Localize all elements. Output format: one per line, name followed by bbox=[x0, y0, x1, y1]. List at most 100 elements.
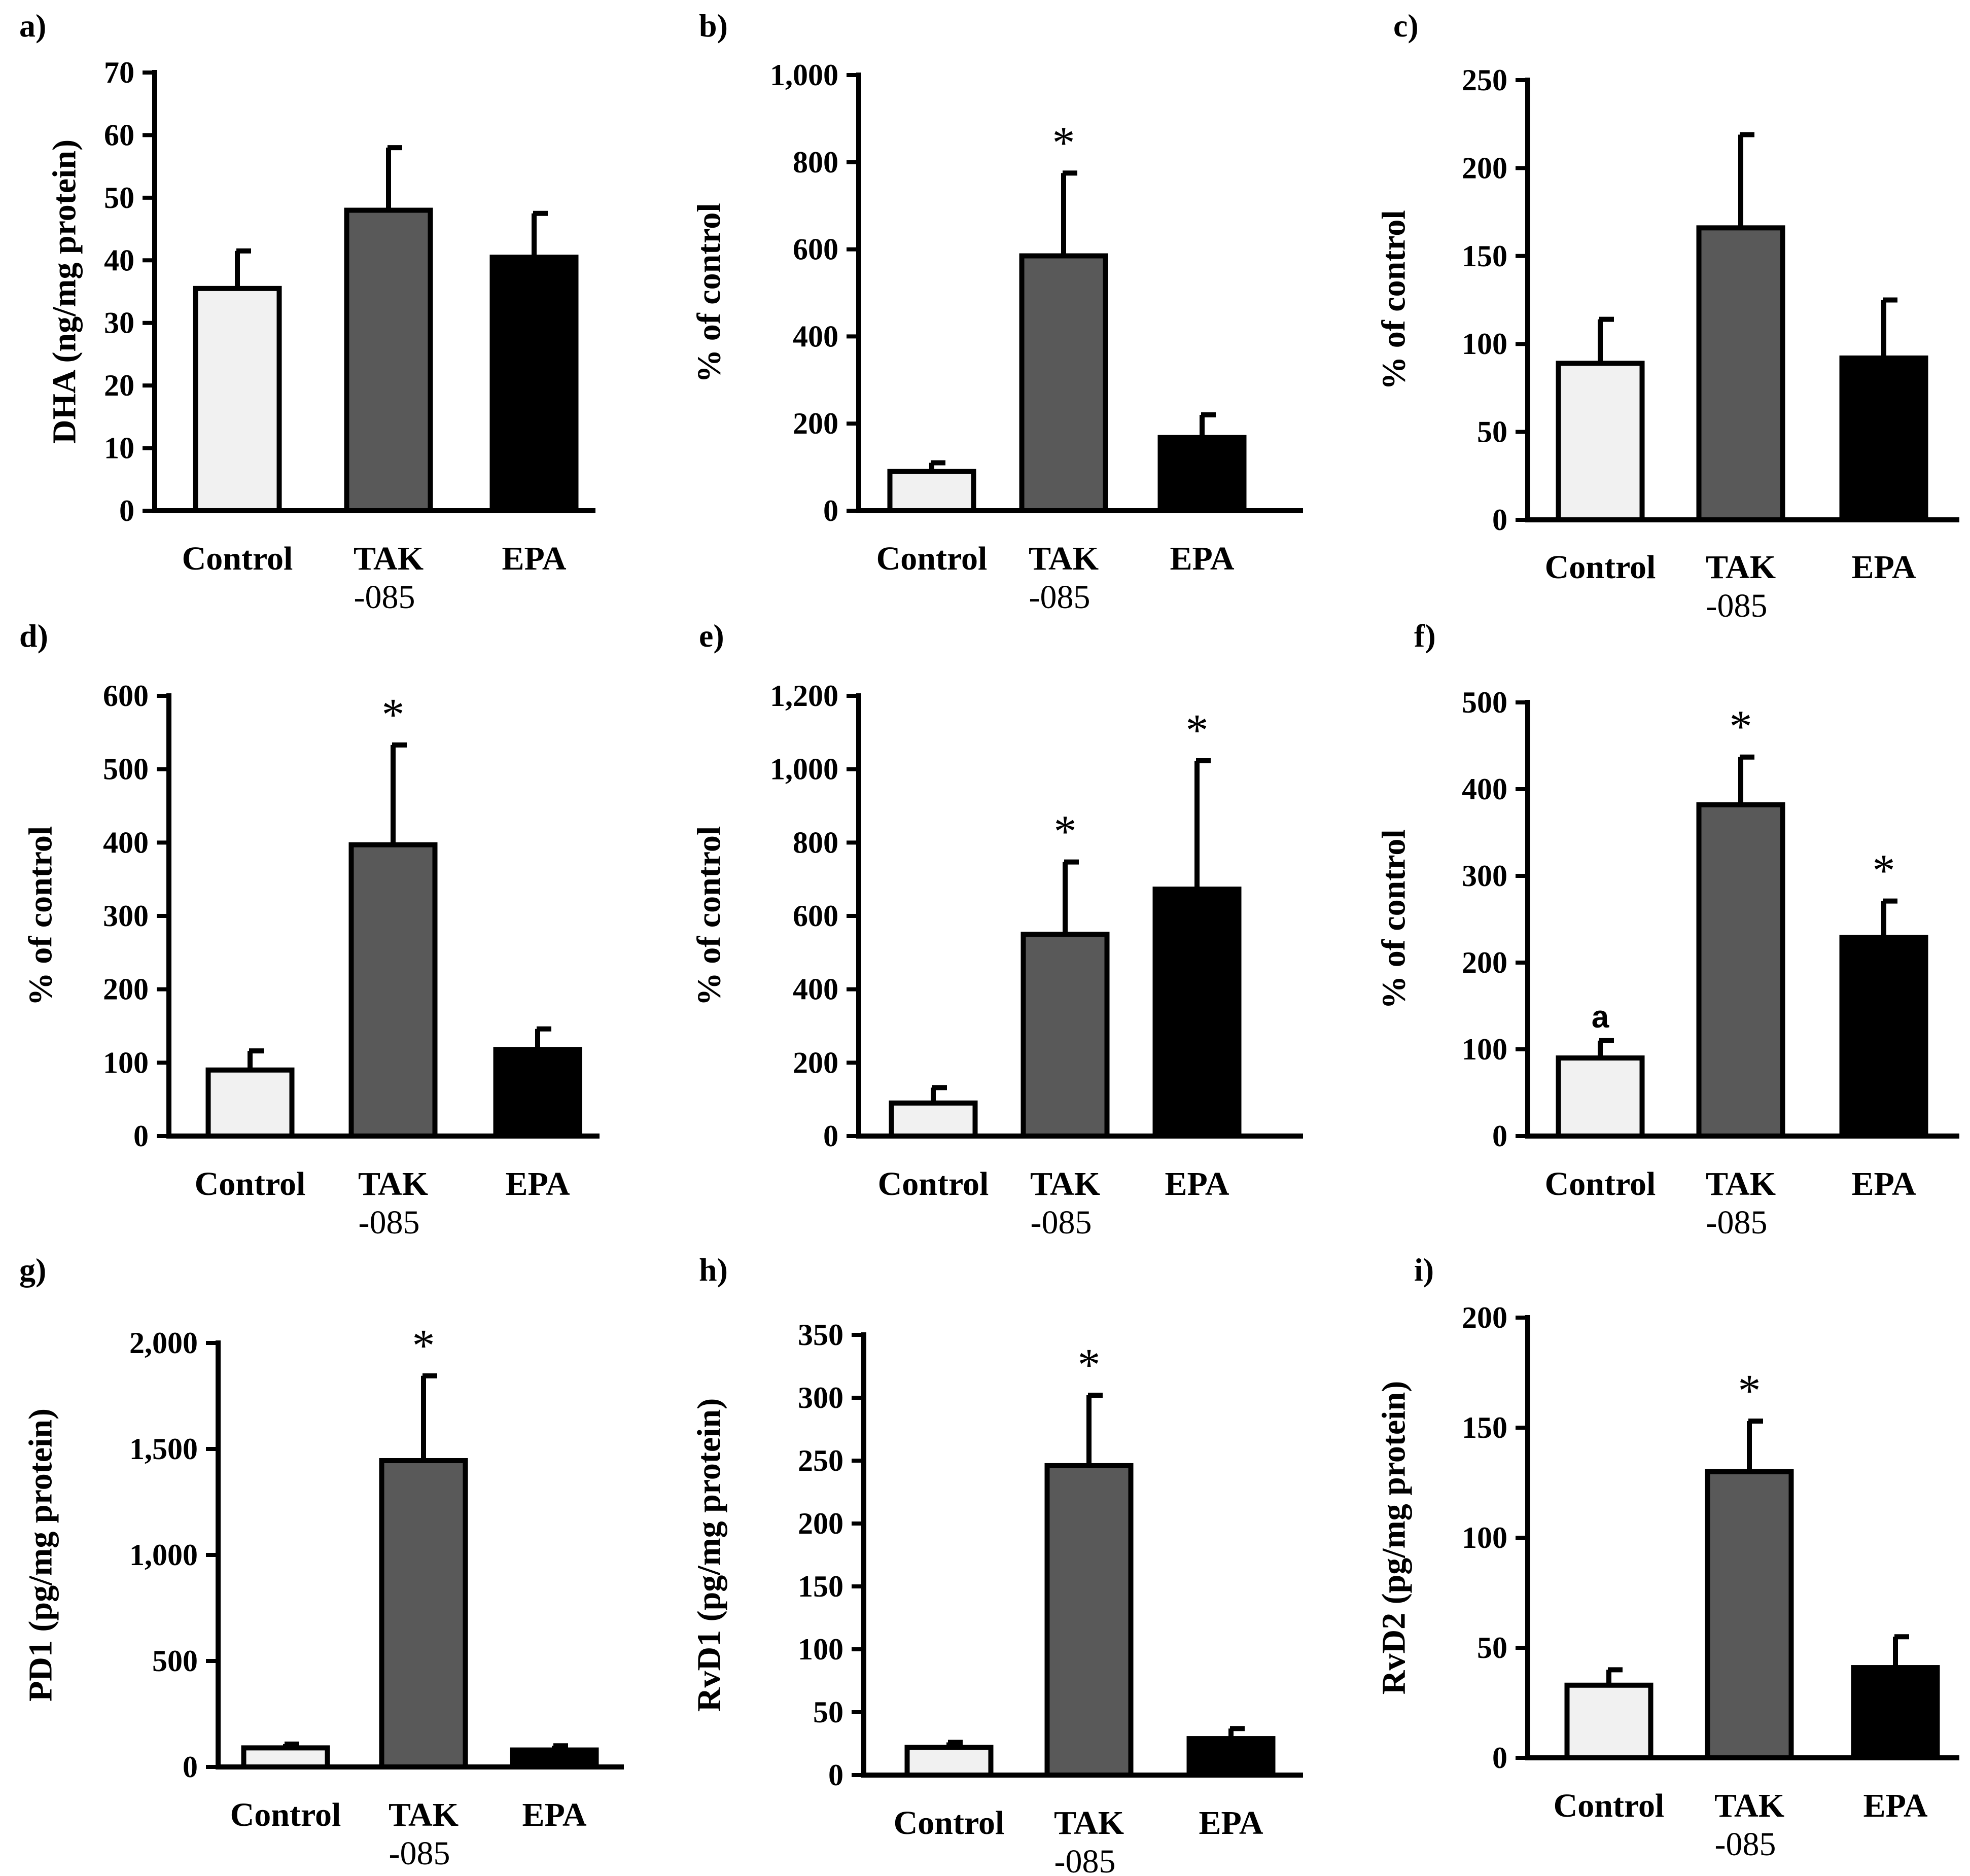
y-tick-label: 70 bbox=[104, 56, 134, 89]
chart-panel-c: c) % of control Control TAK-085 EPA 0 50 100 150… bbox=[1376, 8, 1959, 624]
bar-epa bbox=[493, 1047, 582, 1139]
x-tick-sublabel-tak: -085 bbox=[1706, 1204, 1768, 1241]
panel-label: g) bbox=[19, 1252, 46, 1288]
y-tick-label: 400 bbox=[1462, 772, 1507, 806]
bar-epa bbox=[1839, 935, 1928, 1139]
bar-tak bbox=[1044, 1463, 1134, 1778]
significance-asterisk: * bbox=[1730, 702, 1752, 752]
bar-tak bbox=[379, 1458, 468, 1769]
y-tick-label: 50 bbox=[813, 1695, 843, 1729]
bar-control bbox=[904, 1745, 994, 1778]
bar-control bbox=[1564, 1682, 1654, 1761]
x-tick-label-tak: TAK bbox=[1706, 1165, 1776, 1202]
y-tick-label: 0 bbox=[133, 1119, 149, 1153]
significance-asterisk: * bbox=[1186, 705, 1209, 756]
y-tick-label: 400 bbox=[103, 826, 149, 859]
x-tick-label-control: Control bbox=[894, 1804, 1005, 1842]
significance-letter: a bbox=[1592, 1000, 1609, 1035]
x-tick-label-tak: TAK bbox=[358, 1165, 428, 1202]
y-tick-label: 1,000 bbox=[770, 58, 838, 92]
y-axis-title: % of control bbox=[1376, 829, 1413, 1009]
panel-label: f) bbox=[1414, 618, 1436, 654]
y-tick-label: 200 bbox=[1462, 946, 1507, 979]
chart-panel-a: a) DHA (ng/mg protein) Control TAK-085 EPA 0 1… bbox=[19, 8, 595, 616]
panel-label: a) bbox=[19, 8, 46, 44]
y-axis-title: PD1 (pg/mg protein) bbox=[22, 1408, 59, 1702]
x-tick-label-tak: TAK bbox=[389, 1796, 459, 1833]
x-tick-sublabel-tak: -085 bbox=[1054, 1843, 1116, 1876]
y-tick-label: 20 bbox=[104, 369, 134, 402]
y-tick-label: 0 bbox=[119, 494, 134, 527]
y-tick-label: 0 bbox=[183, 1750, 198, 1784]
chart-panel-e: e) % of control Control * TAK-085 * EPA 0 200 400… bbox=[691, 618, 1303, 1241]
bar-control bbox=[889, 1100, 978, 1139]
y-tick-label: 0 bbox=[1492, 503, 1507, 537]
x-tick-label-control: Control bbox=[1554, 1787, 1665, 1824]
x-tick-label-tak: TAK bbox=[1030, 1165, 1100, 1202]
x-tick-label-control: Control bbox=[195, 1165, 306, 1202]
x-tick-label-tak: TAK bbox=[1029, 540, 1099, 577]
significance-asterisk: * bbox=[1738, 1366, 1761, 1416]
x-tick-label-control: Control bbox=[182, 540, 293, 577]
y-tick-label: 300 bbox=[103, 899, 149, 933]
y-tick-label: 400 bbox=[793, 973, 838, 1006]
chart-panel-b: b) % of control Control * TAK-085 EPA 0 200 400 6… bbox=[691, 8, 1303, 616]
y-tick-label: 200 bbox=[793, 1046, 838, 1079]
x-tick-label-epa: EPA bbox=[505, 1165, 570, 1202]
y-tick-label: 0 bbox=[828, 1758, 843, 1792]
bar-epa bbox=[1839, 355, 1928, 522]
x-tick-label-tak: TAK bbox=[1054, 1804, 1124, 1842]
bar-tak bbox=[348, 842, 438, 1139]
x-tick-sublabel-tak: -085 bbox=[1031, 1204, 1092, 1241]
x-tick-label-tak: TAK bbox=[1714, 1787, 1784, 1824]
bar-epa bbox=[510, 1747, 599, 1770]
panel-label: b) bbox=[699, 8, 728, 44]
y-tick-label: 600 bbox=[793, 233, 838, 266]
bar-control bbox=[205, 1067, 295, 1139]
y-tick-label: 150 bbox=[798, 1570, 843, 1603]
x-tick-label-epa: EPA bbox=[1851, 1165, 1916, 1202]
y-tick-label: 200 bbox=[1462, 151, 1507, 185]
y-axis-title: % of control bbox=[691, 826, 728, 1006]
y-tick-label: 500 bbox=[152, 1644, 198, 1678]
bar-control bbox=[241, 1745, 330, 1769]
y-tick-label: 50 bbox=[1477, 1631, 1507, 1665]
y-tick-label: 10 bbox=[104, 432, 134, 465]
bar-epa bbox=[489, 255, 579, 513]
panel-label: c) bbox=[1393, 8, 1419, 44]
y-tick-label: 100 bbox=[103, 1046, 149, 1079]
y-axis-title: RvD2 (pg/mg protein) bbox=[1376, 1381, 1413, 1694]
x-tick-label-epa: EPA bbox=[502, 540, 566, 577]
y-tick-label: 800 bbox=[793, 146, 838, 179]
y-tick-label: 200 bbox=[798, 1507, 843, 1540]
y-tick-label: 250 bbox=[1462, 63, 1507, 97]
x-tick-label-control: Control bbox=[230, 1796, 341, 1833]
y-tick-label: 150 bbox=[1462, 1411, 1507, 1444]
y-tick-label: 100 bbox=[798, 1633, 843, 1666]
y-tick-label: 100 bbox=[1462, 1521, 1507, 1554]
y-axis-title: % of control bbox=[1376, 210, 1413, 390]
y-tick-label: 50 bbox=[104, 181, 134, 215]
bar-control bbox=[193, 286, 282, 513]
y-tick-label: 50 bbox=[1477, 415, 1507, 449]
x-tick-label-epa: EPA bbox=[1199, 1804, 1263, 1842]
panel-label: h) bbox=[699, 1252, 728, 1288]
x-tick-label-epa: EPA bbox=[1863, 1787, 1927, 1824]
y-tick-label: 200 bbox=[793, 407, 838, 440]
y-tick-label: 100 bbox=[1462, 327, 1507, 361]
y-axis-title: % of control bbox=[691, 203, 728, 382]
significance-asterisk: * bbox=[412, 1321, 435, 1371]
y-tick-label: 30 bbox=[104, 306, 134, 340]
y-tick-label: 300 bbox=[1462, 859, 1507, 893]
significance-asterisk: * bbox=[1054, 807, 1077, 857]
y-tick-label: 800 bbox=[793, 826, 838, 859]
x-tick-label-epa: EPA bbox=[1165, 1165, 1229, 1202]
panel-label: d) bbox=[19, 618, 48, 654]
y-tick-label: 600 bbox=[793, 899, 838, 933]
y-tick-label: 100 bbox=[1462, 1033, 1507, 1066]
bar-control bbox=[1556, 1055, 1645, 1139]
chart-panel-i: i) RvD2 (pg/mg protein) Control * TAK-085 EPA… bbox=[1376, 1252, 1959, 1863]
bar-epa bbox=[1152, 887, 1242, 1139]
x-tick-label-epa: EPA bbox=[1170, 540, 1234, 577]
x-tick-sublabel-tak: -085 bbox=[359, 1204, 420, 1241]
